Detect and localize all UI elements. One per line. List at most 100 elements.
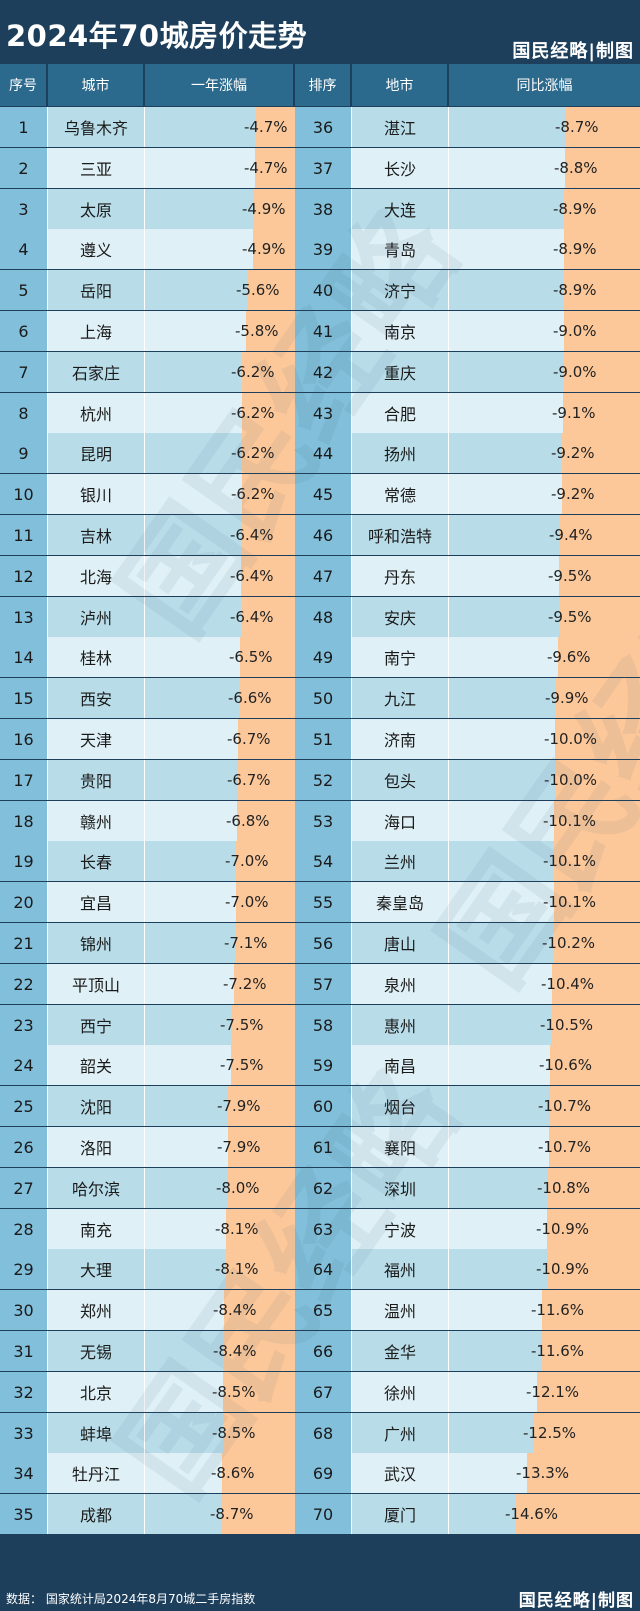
change-value: -10.7% — [538, 1138, 592, 1156]
change-cell: -8.9% — [449, 270, 640, 310]
rank-number: 49 — [295, 637, 352, 677]
change-bar — [527, 1453, 640, 1493]
change-cell: -10.1% — [449, 882, 640, 922]
city-name: 西安 — [48, 678, 145, 718]
city-name: 惠州 — [352, 1005, 449, 1045]
change-cell: -9.0% — [449, 311, 640, 351]
change-value: -6.2% — [231, 485, 275, 503]
change-value: -5.6% — [236, 281, 280, 299]
change-value: -10.7% — [538, 1097, 592, 1115]
change-bar — [542, 1331, 640, 1371]
change-value: -10.0% — [544, 771, 598, 789]
rank-number: 43 — [295, 393, 352, 433]
rank-number: 21 — [0, 923, 48, 963]
change-cell: -10.5% — [449, 1005, 640, 1045]
city-name: 赣州 — [48, 801, 145, 841]
rank-number: 44 — [295, 433, 352, 473]
rank-number: 48 — [295, 597, 352, 637]
change-cell: -4.7% — [145, 107, 295, 147]
city-name: 襄阳 — [352, 1127, 449, 1167]
change-bar — [236, 841, 295, 881]
city-name: 徐州 — [352, 1372, 449, 1412]
change-value: -6.2% — [231, 363, 275, 381]
change-value: -8.6% — [211, 1464, 255, 1482]
change-cell: -11.6% — [449, 1290, 640, 1330]
change-cell: -8.1% — [145, 1249, 295, 1289]
change-value: -8.5% — [212, 1424, 256, 1442]
rank-number: 39 — [295, 229, 352, 269]
change-bar — [234, 964, 295, 1004]
change-bar — [534, 1413, 640, 1453]
change-bar — [224, 1290, 295, 1330]
change-value: -8.4% — [213, 1301, 257, 1319]
change-cell: -6.6% — [145, 678, 295, 718]
rank-number: 19 — [0, 841, 48, 881]
city-name: 烟台 — [352, 1086, 449, 1126]
change-bar — [241, 597, 295, 637]
change-bar — [562, 433, 640, 473]
change-value: -6.6% — [228, 689, 272, 707]
change-value: -10.8% — [537, 1179, 591, 1197]
city-name: 包头 — [352, 760, 449, 800]
change-cell: -14.6% — [449, 1494, 640, 1534]
footer-bar — [0, 1595, 640, 1607]
rank-number: 14 — [0, 637, 48, 677]
rank-number: 11 — [0, 515, 48, 555]
change-value: -9.2% — [551, 444, 595, 462]
header-change-left: 一年涨幅 — [145, 64, 295, 106]
change-value: -6.2% — [231, 444, 275, 462]
city-name: 乌鲁木齐 — [48, 107, 145, 147]
rank-number: 29 — [0, 1249, 48, 1289]
rank-number: 69 — [295, 1453, 352, 1493]
change-cell: -9.2% — [449, 474, 640, 514]
change-value: -9.9% — [545, 689, 589, 707]
change-cell: -13.3% — [449, 1453, 640, 1493]
change-cell: -8.0% — [145, 1168, 295, 1208]
city-name: 杭州 — [48, 393, 145, 433]
city-name: 贵阳 — [48, 760, 145, 800]
change-cell: -10.9% — [449, 1209, 640, 1249]
change-cell: -7.5% — [145, 1045, 295, 1085]
change-bar — [550, 1045, 640, 1085]
change-bar — [238, 719, 295, 759]
city-name: 泸州 — [48, 597, 145, 637]
change-value: -4.9% — [242, 200, 286, 218]
change-value: -6.7% — [227, 730, 271, 748]
change-value: -6.8% — [226, 812, 270, 830]
city-name: 太原 — [48, 189, 145, 229]
city-name: 南京 — [352, 311, 449, 351]
title-bar: 2024年70城房价走势 国民经略|制图 — [0, 0, 640, 64]
change-value: -8.7% — [555, 118, 599, 136]
rank-number: 4 — [0, 229, 48, 269]
city-name: 呼和浩特 — [352, 515, 449, 555]
change-cell: -5.8% — [145, 311, 295, 351]
city-name: 济南 — [352, 719, 449, 759]
change-bar — [237, 801, 295, 841]
change-bar — [235, 923, 295, 963]
change-bar — [551, 1005, 640, 1045]
change-cell: -5.6% — [145, 270, 295, 310]
change-value: -10.9% — [536, 1260, 590, 1278]
rank-number: 10 — [0, 474, 48, 514]
city-name: 福州 — [352, 1249, 449, 1289]
city-name: 长沙 — [352, 148, 449, 188]
rank-number: 54 — [295, 841, 352, 881]
change-value: -7.0% — [225, 852, 269, 870]
change-bar — [223, 1372, 295, 1412]
change-bar — [242, 352, 295, 392]
city-name: 秦皇岛 — [352, 882, 449, 922]
rank-number: 40 — [295, 270, 352, 310]
city-name: 大连 — [352, 189, 449, 229]
change-cell: -6.8% — [145, 801, 295, 841]
change-value: -6.4% — [230, 526, 274, 544]
change-bar — [547, 1209, 640, 1249]
change-cell: -7.0% — [145, 882, 295, 922]
change-bar — [547, 1249, 640, 1289]
change-value: -8.9% — [553, 281, 597, 299]
change-value: -9.2% — [551, 485, 595, 503]
rank-number: 31 — [0, 1331, 48, 1371]
change-value: -10.6% — [539, 1056, 593, 1074]
ranking-table: 1 乌鲁木齐 -4.7% 2 三亚 -4.7% 3 太原 -4.9% 4 遵义 -4.9% 5 岳阳 -5.… — [0, 107, 640, 1595]
city-name: 哈尔滨 — [48, 1168, 145, 1208]
change-cell: -7.5% — [145, 1005, 295, 1045]
